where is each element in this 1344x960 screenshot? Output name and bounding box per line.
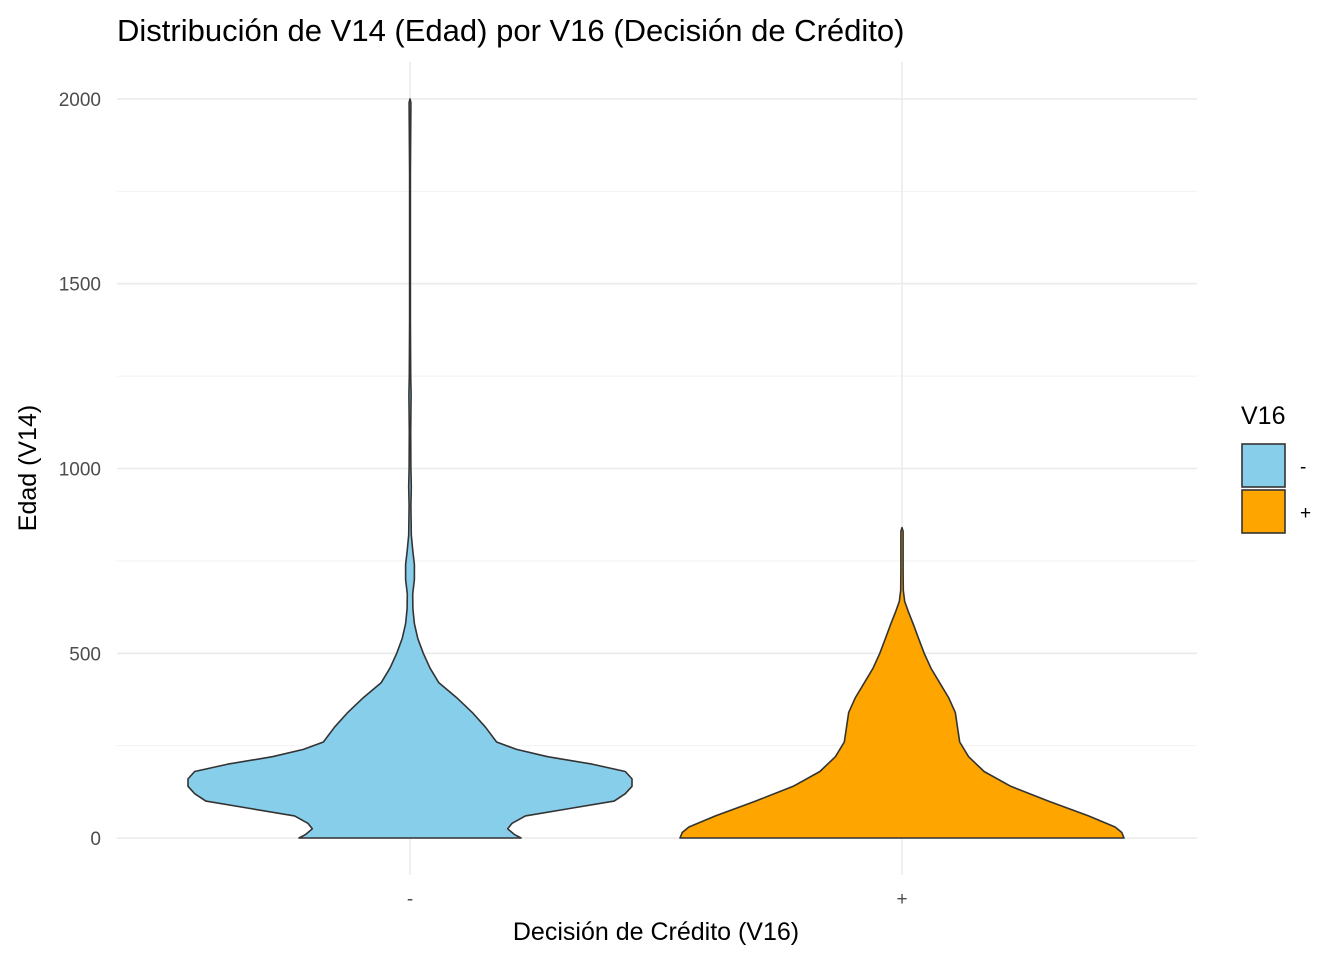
legend-key — [1241, 489, 1286, 534]
grid-lines — [117, 62, 1197, 875]
y-axis-title: Edad (V14) — [14, 405, 42, 531]
y-tick-label: 500 — [69, 644, 101, 665]
legend-label: - — [1300, 457, 1306, 478]
y-axis-ticks: 0 500 1000 1500 2000 — [59, 90, 101, 850]
violin-negative — [187, 98, 633, 839]
y-tick-label: 1500 — [59, 275, 101, 296]
y-tick-label: 2000 — [59, 90, 101, 111]
y-tick-label: 1000 — [59, 460, 101, 481]
legend-label: + — [1300, 503, 1311, 524]
x-tick-label: - — [407, 889, 413, 910]
y-tick-label: 0 — [90, 829, 101, 850]
violins — [187, 98, 1125, 839]
legend-title: V16 — [1241, 402, 1285, 430]
legend: V16 - + — [1241, 402, 1311, 534]
x-axis-ticks: - + — [407, 889, 908, 910]
x-tick-label: + — [896, 889, 907, 910]
legend-key — [1241, 443, 1286, 488]
violin-positive — [679, 526, 1125, 839]
chart-title: Distribución de V14 (Edad) por V16 (Deci… — [117, 13, 904, 48]
x-axis-title: Decisión de Crédito (V16) — [513, 918, 799, 946]
